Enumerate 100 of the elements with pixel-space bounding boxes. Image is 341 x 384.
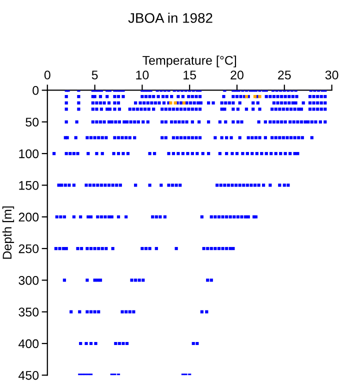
point bbox=[192, 101, 196, 104]
point bbox=[154, 215, 158, 218]
point bbox=[174, 120, 177, 124]
point bbox=[146, 120, 150, 124]
point bbox=[114, 342, 118, 346]
point bbox=[268, 120, 272, 124]
point bbox=[210, 278, 213, 282]
point bbox=[228, 215, 232, 218]
point bbox=[235, 152, 239, 156]
point bbox=[98, 278, 102, 282]
point bbox=[316, 108, 320, 111]
y-tick-label: 350 bbox=[18, 308, 39, 317]
point bbox=[304, 120, 307, 124]
point bbox=[57, 184, 60, 187]
point bbox=[110, 215, 114, 218]
point bbox=[75, 120, 78, 124]
point bbox=[232, 120, 235, 124]
point bbox=[320, 101, 323, 104]
point bbox=[217, 246, 221, 250]
point bbox=[148, 184, 152, 187]
point bbox=[278, 108, 282, 111]
point bbox=[136, 120, 140, 124]
point bbox=[106, 108, 109, 111]
point bbox=[260, 152, 264, 156]
point bbox=[225, 136, 228, 140]
point bbox=[256, 101, 260, 104]
point bbox=[64, 120, 68, 124]
x-tick-label: 0 bbox=[44, 70, 50, 80]
point bbox=[268, 95, 272, 98]
point bbox=[108, 108, 112, 111]
point bbox=[225, 246, 228, 250]
point bbox=[97, 246, 100, 250]
point bbox=[182, 101, 186, 104]
point bbox=[164, 120, 168, 124]
point bbox=[170, 120, 174, 124]
point bbox=[113, 95, 116, 98]
point bbox=[68, 152, 72, 156]
point bbox=[186, 152, 190, 156]
point bbox=[167, 184, 170, 187]
point bbox=[79, 215, 82, 218]
point bbox=[152, 108, 156, 111]
point bbox=[198, 120, 201, 124]
point bbox=[293, 108, 296, 111]
point bbox=[116, 136, 120, 140]
point bbox=[59, 215, 62, 218]
point bbox=[128, 310, 132, 314]
point bbox=[257, 120, 260, 124]
point bbox=[236, 215, 240, 218]
point bbox=[190, 95, 194, 98]
point bbox=[162, 101, 166, 104]
point bbox=[125, 342, 129, 346]
point bbox=[142, 120, 145, 124]
point bbox=[93, 136, 96, 140]
point bbox=[253, 184, 257, 187]
point bbox=[207, 120, 210, 124]
point bbox=[192, 342, 195, 346]
point bbox=[295, 95, 298, 98]
point bbox=[176, 136, 179, 140]
point bbox=[158, 101, 161, 104]
point bbox=[114, 120, 118, 124]
point bbox=[180, 136, 183, 140]
point bbox=[138, 278, 141, 282]
point bbox=[238, 136, 242, 140]
point bbox=[306, 120, 310, 124]
point bbox=[96, 278, 100, 282]
point bbox=[133, 120, 136, 124]
point bbox=[62, 278, 66, 282]
point bbox=[148, 152, 152, 156]
point bbox=[160, 120, 164, 124]
point bbox=[236, 108, 240, 111]
point bbox=[132, 108, 136, 111]
point bbox=[284, 120, 287, 124]
point bbox=[125, 120, 129, 124]
point bbox=[144, 246, 148, 250]
point bbox=[89, 136, 93, 140]
point bbox=[232, 95, 235, 98]
point bbox=[217, 215, 221, 218]
point bbox=[89, 246, 93, 250]
point bbox=[86, 136, 89, 140]
point bbox=[154, 101, 158, 104]
point bbox=[258, 136, 262, 140]
point bbox=[262, 184, 266, 187]
point bbox=[176, 152, 180, 156]
point bbox=[224, 120, 228, 124]
point bbox=[268, 184, 272, 187]
point bbox=[86, 310, 89, 314]
point bbox=[206, 246, 210, 250]
point bbox=[172, 152, 176, 156]
point bbox=[84, 342, 88, 346]
point bbox=[84, 184, 88, 187]
point bbox=[60, 184, 64, 187]
point bbox=[147, 108, 150, 111]
point bbox=[280, 120, 284, 124]
point bbox=[230, 136, 233, 140]
point bbox=[246, 184, 249, 187]
point bbox=[100, 246, 104, 250]
point bbox=[158, 215, 162, 218]
point bbox=[146, 101, 150, 104]
point bbox=[232, 108, 235, 111]
point bbox=[196, 342, 199, 346]
